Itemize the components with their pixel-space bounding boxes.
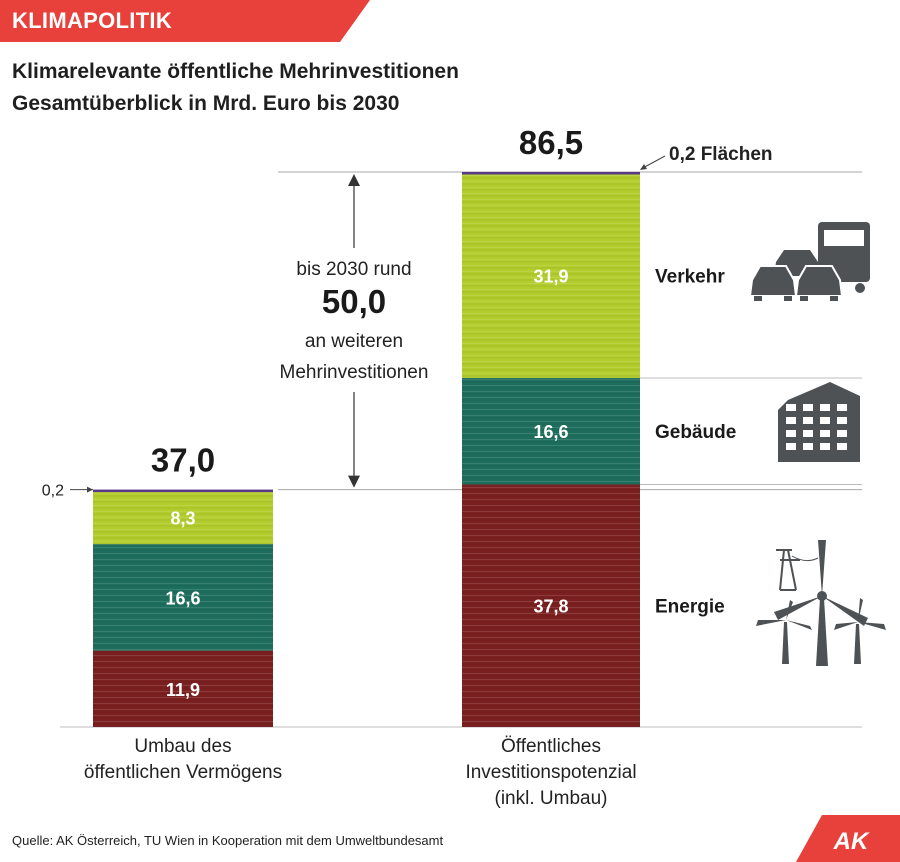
ak-logo: AK bbox=[796, 815, 900, 862]
legend-label-energie: Energie bbox=[655, 597, 725, 618]
turbine-blade bbox=[834, 622, 858, 630]
source-note: Quelle: AK Österreich, TU Wien in Kooper… bbox=[12, 833, 444, 848]
data-label-gebaeude: 16,6 bbox=[165, 588, 200, 608]
building-window bbox=[837, 404, 847, 411]
building-window bbox=[786, 404, 796, 411]
building-icon bbox=[778, 382, 860, 462]
difference-text: an weiteren bbox=[305, 331, 403, 352]
ak-logo-text: AK bbox=[833, 828, 870, 855]
turbine-tower bbox=[782, 622, 789, 664]
total-label: 37,0 bbox=[151, 442, 215, 479]
car-wheel bbox=[784, 296, 792, 301]
legend-label-gebaeude: Gebäude bbox=[655, 422, 736, 443]
banner-background bbox=[0, 0, 370, 42]
building-window bbox=[820, 430, 830, 437]
bar-segment-gebaeude-texture bbox=[462, 377, 640, 485]
section-banner: KLIMAPOLITIK bbox=[0, 0, 370, 42]
turbine-tower bbox=[816, 598, 828, 666]
difference-text: Mehrinvestitionen bbox=[280, 362, 429, 383]
vehicles-icon bbox=[748, 222, 870, 301]
difference-text: bis 2030 rund bbox=[296, 259, 411, 280]
turbine-tower bbox=[854, 624, 861, 664]
building-window bbox=[820, 417, 830, 424]
legend-label-verkehr: Verkehr bbox=[655, 267, 725, 288]
turbine-blade bbox=[858, 622, 886, 630]
category-label: Umbau des bbox=[134, 736, 231, 757]
flaechen-label-right: 0,2 Flächen bbox=[669, 144, 773, 165]
category-label: Öffentliches bbox=[501, 736, 601, 757]
category-label: öffentlichen Vermögens bbox=[84, 762, 282, 783]
wind-turbine-icon bbox=[756, 540, 886, 666]
building-window bbox=[803, 443, 813, 450]
building-window bbox=[786, 430, 796, 437]
car-left bbox=[748, 265, 798, 297]
building-window bbox=[837, 417, 847, 424]
flaechen-arrowhead-left bbox=[87, 486, 93, 493]
category-label: Investitionspotenzial bbox=[465, 762, 636, 783]
turbine-blade bbox=[858, 598, 863, 622]
building-window bbox=[837, 443, 847, 450]
bar-segment-flaechen-texture bbox=[462, 172, 640, 175]
data-label-energie: 37,8 bbox=[533, 597, 568, 617]
building-window bbox=[803, 417, 813, 424]
flaechen-arrowhead-right bbox=[640, 164, 647, 170]
power-line bbox=[791, 555, 819, 562]
building-window bbox=[820, 404, 830, 411]
car-wheel bbox=[830, 296, 838, 301]
bar-segment-energie-texture bbox=[462, 484, 640, 727]
bar-segment-verkehr-texture bbox=[93, 490, 273, 545]
bar-segment-energie-texture bbox=[93, 650, 273, 727]
turbine-blade bbox=[786, 620, 812, 630]
truck-window bbox=[824, 230, 864, 246]
bar-segment-verkehr-texture bbox=[462, 173, 640, 378]
chart-subtitle: Gesamtüberblick in Mrd. Euro bis 2030 bbox=[12, 92, 400, 115]
section-label: KLIMAPOLITIK bbox=[12, 8, 173, 33]
data-label-verkehr: 8,3 bbox=[170, 509, 195, 529]
car-wheel bbox=[754, 296, 762, 301]
difference-value: 50,0 bbox=[322, 283, 386, 320]
building-window bbox=[786, 443, 796, 450]
building-window bbox=[837, 430, 847, 437]
category-label: (inkl. Umbau) bbox=[495, 788, 608, 809]
total-label: 86,5 bbox=[519, 124, 583, 161]
data-label-energie: 11,9 bbox=[166, 680, 200, 700]
turbine-blade bbox=[818, 540, 826, 596]
flaechen-label-left: 0,2 bbox=[42, 483, 64, 500]
difference-arrowhead-down bbox=[348, 475, 360, 488]
turbine-blade bbox=[786, 600, 793, 620]
turbine-blade bbox=[774, 596, 822, 620]
car-right bbox=[794, 265, 844, 297]
building-window bbox=[803, 430, 813, 437]
bar-segment-flaechen-texture bbox=[93, 489, 273, 493]
bar-segment-gebaeude-texture bbox=[93, 544, 273, 651]
car-wheel bbox=[800, 296, 808, 301]
building-window bbox=[786, 417, 796, 424]
turbine-blade bbox=[822, 596, 868, 626]
chart-title: Klimarelevante öffentliche Mehrinvestiti… bbox=[12, 60, 459, 83]
data-label-verkehr: 31,9 bbox=[533, 267, 568, 287]
turbine-blade bbox=[756, 620, 786, 626]
power-pylon bbox=[776, 549, 800, 591]
building-window bbox=[820, 443, 830, 450]
building-body bbox=[778, 382, 860, 462]
truck-wheel bbox=[855, 283, 865, 293]
building-window bbox=[803, 404, 813, 411]
difference-arrowhead-up bbox=[348, 174, 360, 186]
data-label-gebaeude: 16,6 bbox=[533, 422, 568, 442]
